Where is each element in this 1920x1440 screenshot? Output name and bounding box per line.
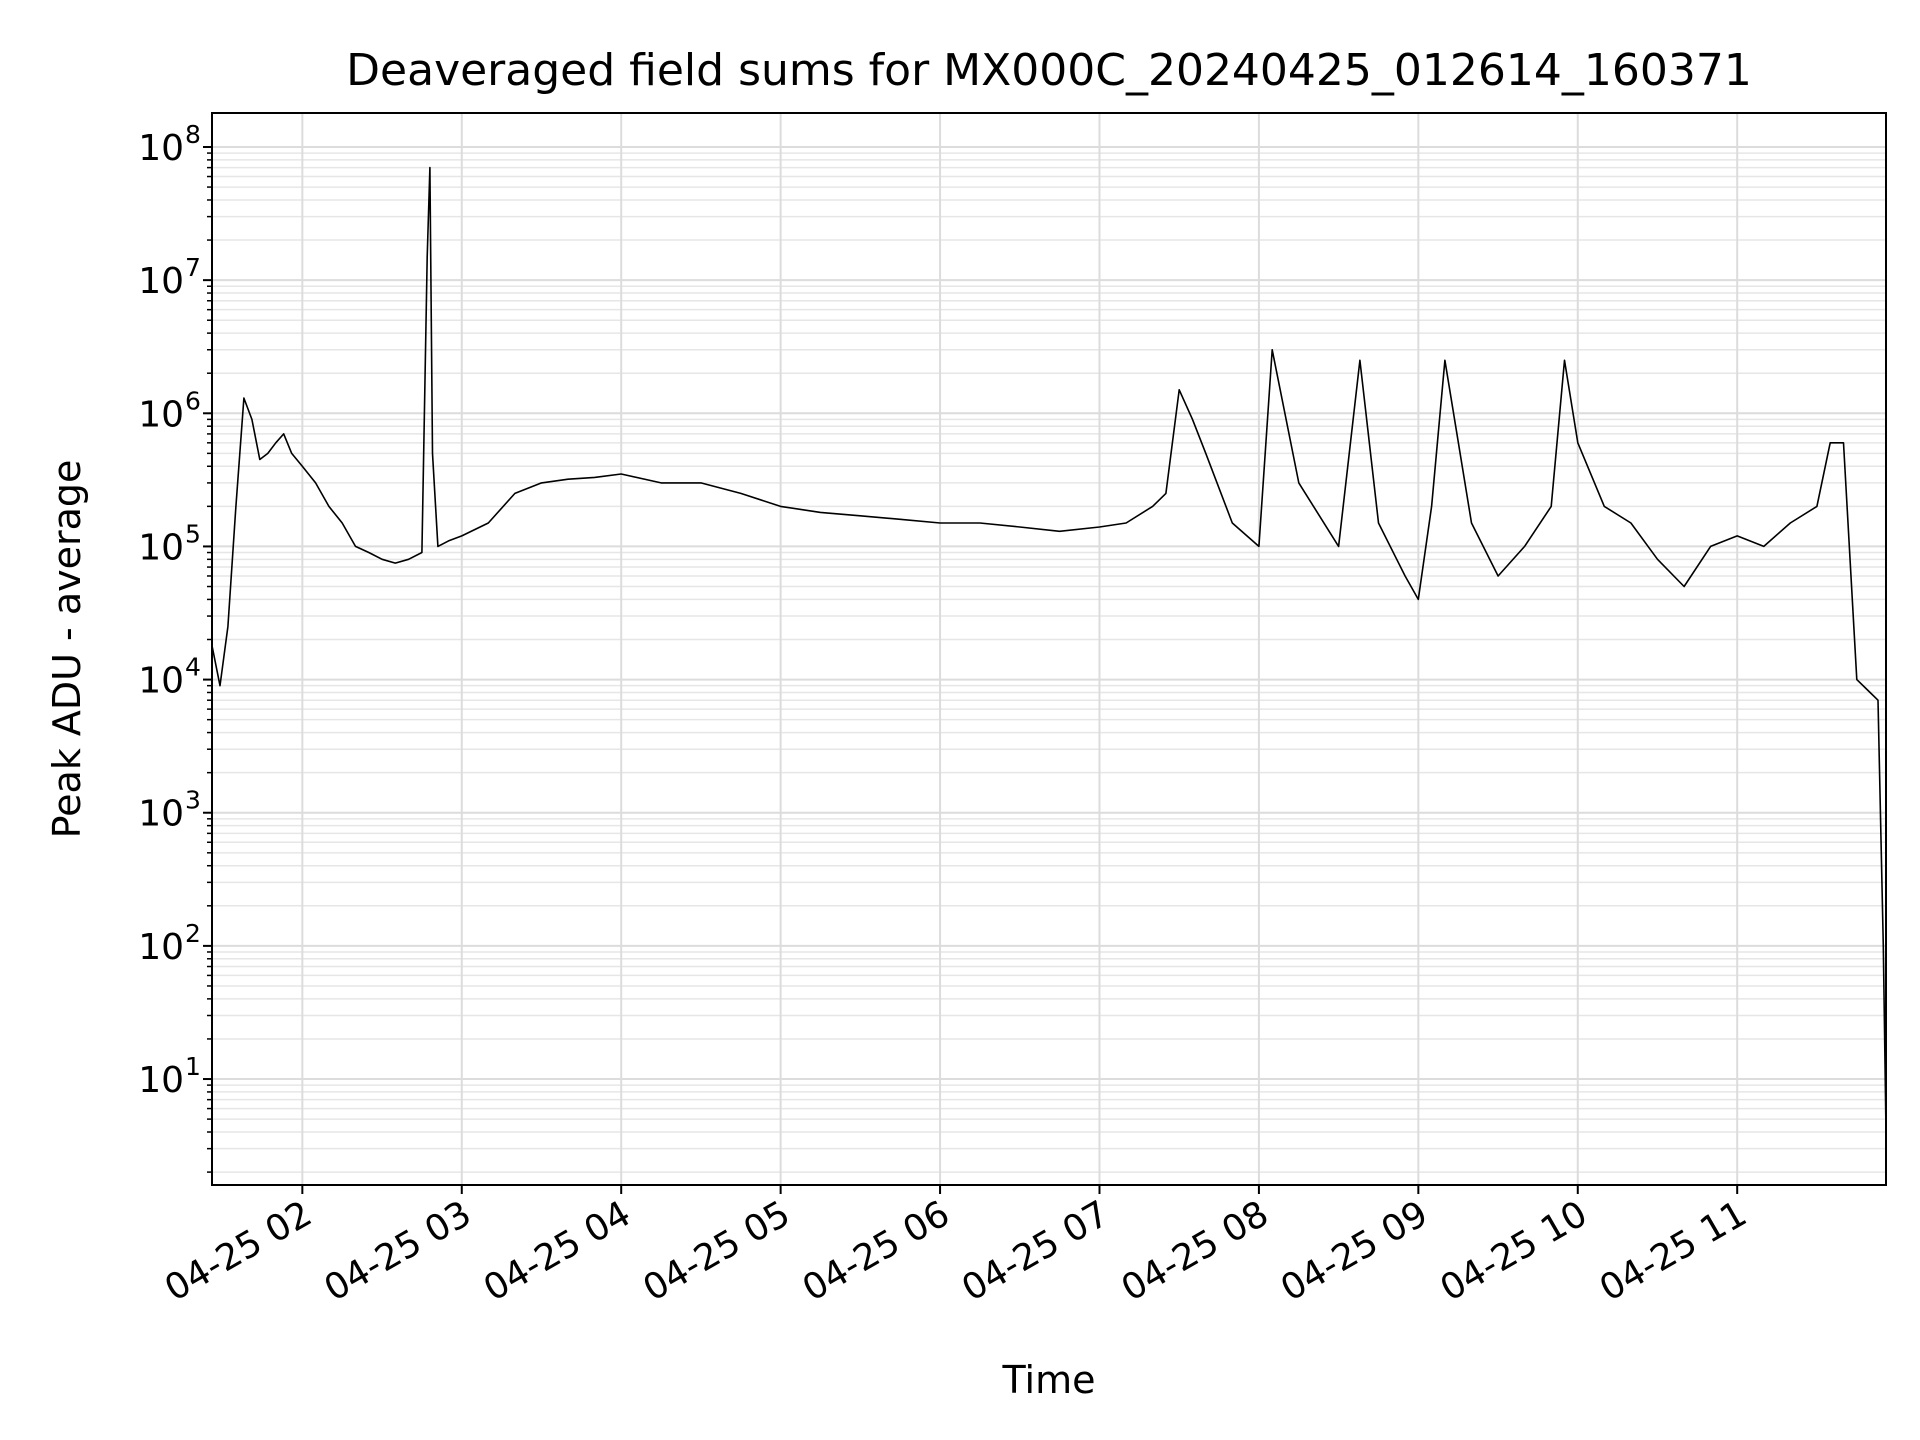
series-line <box>211 166 1887 1133</box>
y-tick-label: 10 <box>138 394 184 435</box>
y-tick-label: 10 <box>138 261 184 302</box>
y-tick-label: 10 <box>138 661 184 702</box>
y-tick-exponent: 6 <box>185 386 201 415</box>
y-tick-exponent: 5 <box>185 519 201 548</box>
y-tick-exponent: 3 <box>185 786 201 815</box>
y-tick-exponent: 1 <box>185 1052 201 1081</box>
chart-title: Deaveraged field sums for MX000C_2024042… <box>346 45 1752 96</box>
y-tick-label: 10 <box>138 527 184 568</box>
series-layer <box>211 166 1887 1133</box>
y-tick-exponent: 2 <box>185 919 201 948</box>
y-tick-label: 10 <box>138 1060 184 1101</box>
y-tick-label: 10 <box>138 927 184 968</box>
y-axis-label: Peak ADU - average <box>45 460 89 839</box>
y-tick-label: 10 <box>138 794 184 835</box>
plot-frame <box>211 112 1887 1186</box>
y-tick-exponent: 7 <box>185 253 201 282</box>
y-tick-exponent: 8 <box>185 120 201 149</box>
y-tick-label: 10 <box>138 128 184 169</box>
x-axis-label: Time <box>1002 1358 1096 1402</box>
y-tick-exponent: 4 <box>185 653 201 682</box>
grid <box>212 113 1886 1185</box>
